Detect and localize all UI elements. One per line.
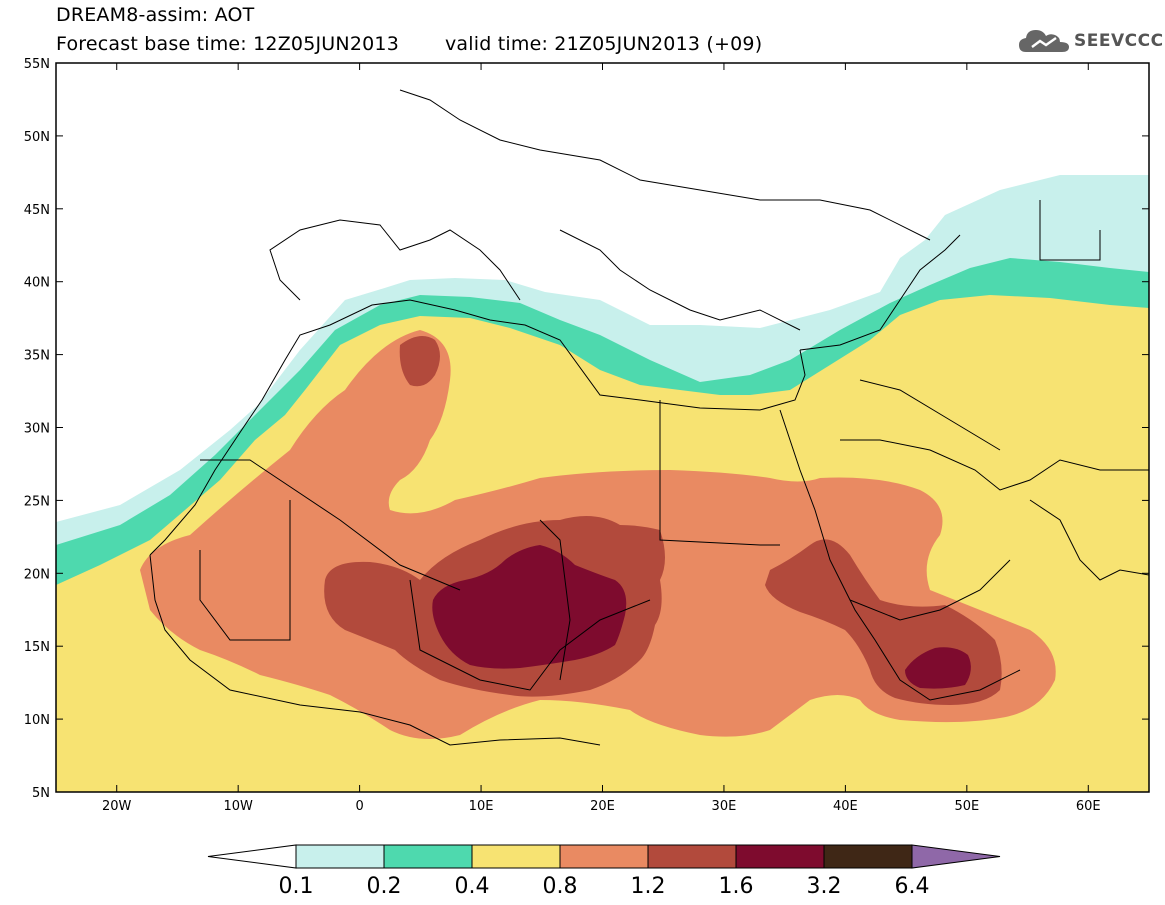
colorbar-box	[823, 844, 913, 869]
colorbar-box	[295, 844, 385, 869]
y-tick-label: 50N	[24, 130, 50, 145]
y-tick-label: 45N	[24, 203, 50, 218]
aot-contour-1.6-east	[905, 647, 971, 689]
map-title: DREAM8-assim: AOT	[56, 4, 255, 26]
map-axes: 55N 50N 45N 40N 35N 30N 25N 20N 15N 10N 5N 20W 10W 0 1…	[24, 57, 1149, 814]
colorbar-label: 6.4	[895, 874, 930, 899]
aot-field	[56, 63, 1149, 792]
aot-contour-1.6	[432, 545, 627, 669]
aot-contour-1.2-atlas	[399, 336, 440, 387]
colorbar-min-arrow	[207, 844, 297, 869]
colorbar-label: 0.1	[279, 874, 314, 899]
y-tick-label: 40N	[24, 276, 50, 291]
colorbar-max-arrow	[911, 844, 1001, 869]
x-tick-label: 40E	[833, 799, 858, 814]
colorbar-label: 1.2	[631, 874, 666, 899]
base-time: Forecast base time: 12Z05JUN2013	[56, 33, 399, 55]
y-tick-label: 5N	[32, 786, 50, 801]
x-tick-label: 20E	[590, 799, 615, 814]
y-tick-label: 15N	[24, 640, 50, 655]
colorbar-box	[647, 844, 737, 869]
cloud-icon	[1019, 30, 1069, 52]
colorbar-label: 1.6	[719, 874, 754, 899]
x-tick-label: 10W	[223, 799, 253, 814]
x-tick-label: 0	[355, 799, 363, 814]
x-tick-label: 50E	[954, 799, 979, 814]
y-tick-label: 55N	[24, 57, 50, 72]
y-tick-label: 20N	[24, 567, 50, 582]
x-tick-label: 20W	[102, 799, 132, 814]
colorbar-label: 3.2	[807, 874, 842, 899]
x-tick-label: 30E	[712, 799, 737, 814]
colorbar-box	[383, 844, 473, 869]
colorbar-label: 0.2	[367, 874, 402, 899]
coastlines	[149, 89, 1149, 746]
colorbar-label: 0.4	[455, 874, 490, 899]
logo-text: SEEVCCC	[1074, 31, 1164, 51]
y-tick-label: 35N	[24, 349, 50, 364]
x-tick-label: 60E	[1076, 799, 1101, 814]
y-tick-label: 30N	[24, 422, 50, 437]
colorbar-label: 0.8	[543, 874, 578, 899]
colorbar-box	[559, 844, 649, 869]
y-tick-label: 10N	[24, 713, 50, 728]
colorbar-box	[471, 844, 561, 869]
colorbar-box	[735, 844, 825, 869]
x-tick-label: 10E	[469, 799, 494, 814]
colorbar: 0.1 0.2 0.4 0.8 1.2 1.6 3.2 6.4	[207, 844, 1001, 899]
y-tick-label: 25N	[24, 494, 50, 509]
valid-time: valid time: 21Z05JUN2013 (+09)	[444, 33, 763, 55]
seevccc-logo: SEEVCCC	[1018, 26, 1164, 56]
forecast-times: Forecast base time: 12Z05JUN2013 valid ti…	[56, 33, 762, 55]
